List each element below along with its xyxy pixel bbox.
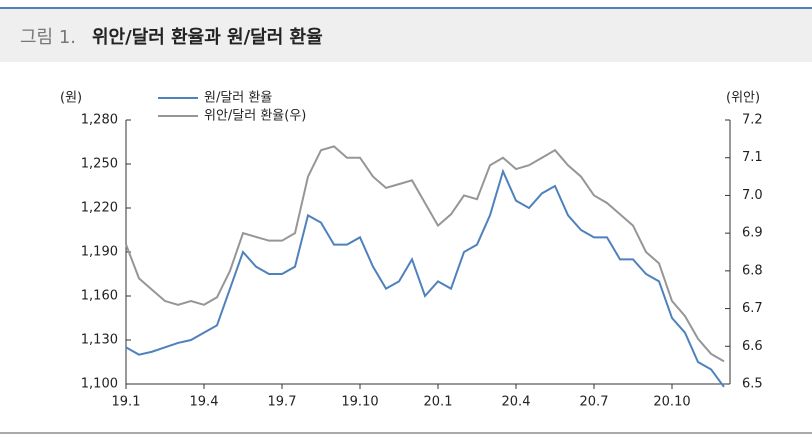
y-tick-label: 1,220 bbox=[81, 201, 118, 216]
y2-tick-label: 6.8 bbox=[742, 263, 763, 278]
figure-label: 그림 1. bbox=[20, 27, 76, 48]
series-line bbox=[125, 145, 725, 363]
x-tick-label: 19.10 bbox=[341, 395, 378, 410]
y2-tick-label: 6.6 bbox=[742, 339, 763, 354]
y-tick-label: 1,100 bbox=[81, 377, 118, 392]
x-tick-label: 20.10 bbox=[653, 395, 690, 410]
y2-tick-label: 6.7 bbox=[742, 301, 763, 316]
y-tick-label: 1,130 bbox=[81, 333, 118, 348]
header-band bbox=[0, 8, 812, 62]
x-tick-label: 20.4 bbox=[502, 395, 531, 410]
series-line bbox=[125, 168, 725, 388]
x-tick-label: 20.7 bbox=[580, 395, 609, 410]
y2-tick-label: 7.2 bbox=[742, 113, 763, 128]
x-tick-label: 19.1 bbox=[112, 395, 141, 410]
x-tick-label: 19.4 bbox=[190, 395, 219, 410]
y-tick-label: 1,190 bbox=[81, 245, 118, 260]
chart-title: 위안/달러 환율과 원/달러 환율 bbox=[92, 26, 323, 48]
legend-label: 원/달러 환율 bbox=[204, 91, 272, 106]
y-unit: (원) bbox=[60, 91, 82, 106]
y-tick-label: 1,280 bbox=[81, 113, 118, 128]
y-tick-label: 1,160 bbox=[81, 289, 118, 304]
y2-tick-label: 7.1 bbox=[742, 150, 763, 165]
x-tick-label: 19.7 bbox=[268, 395, 297, 410]
y2-tick-label: 7.0 bbox=[742, 188, 763, 203]
y2-unit: (위안) bbox=[726, 91, 760, 106]
legend-label: 위안/달러 환율(우) bbox=[204, 109, 306, 124]
y2-tick-label: 6.5 bbox=[742, 377, 763, 392]
y2-tick-label: 6.9 bbox=[742, 226, 763, 241]
y-tick-label: 1,250 bbox=[81, 157, 118, 172]
x-tick-label: 20.1 bbox=[424, 395, 453, 410]
